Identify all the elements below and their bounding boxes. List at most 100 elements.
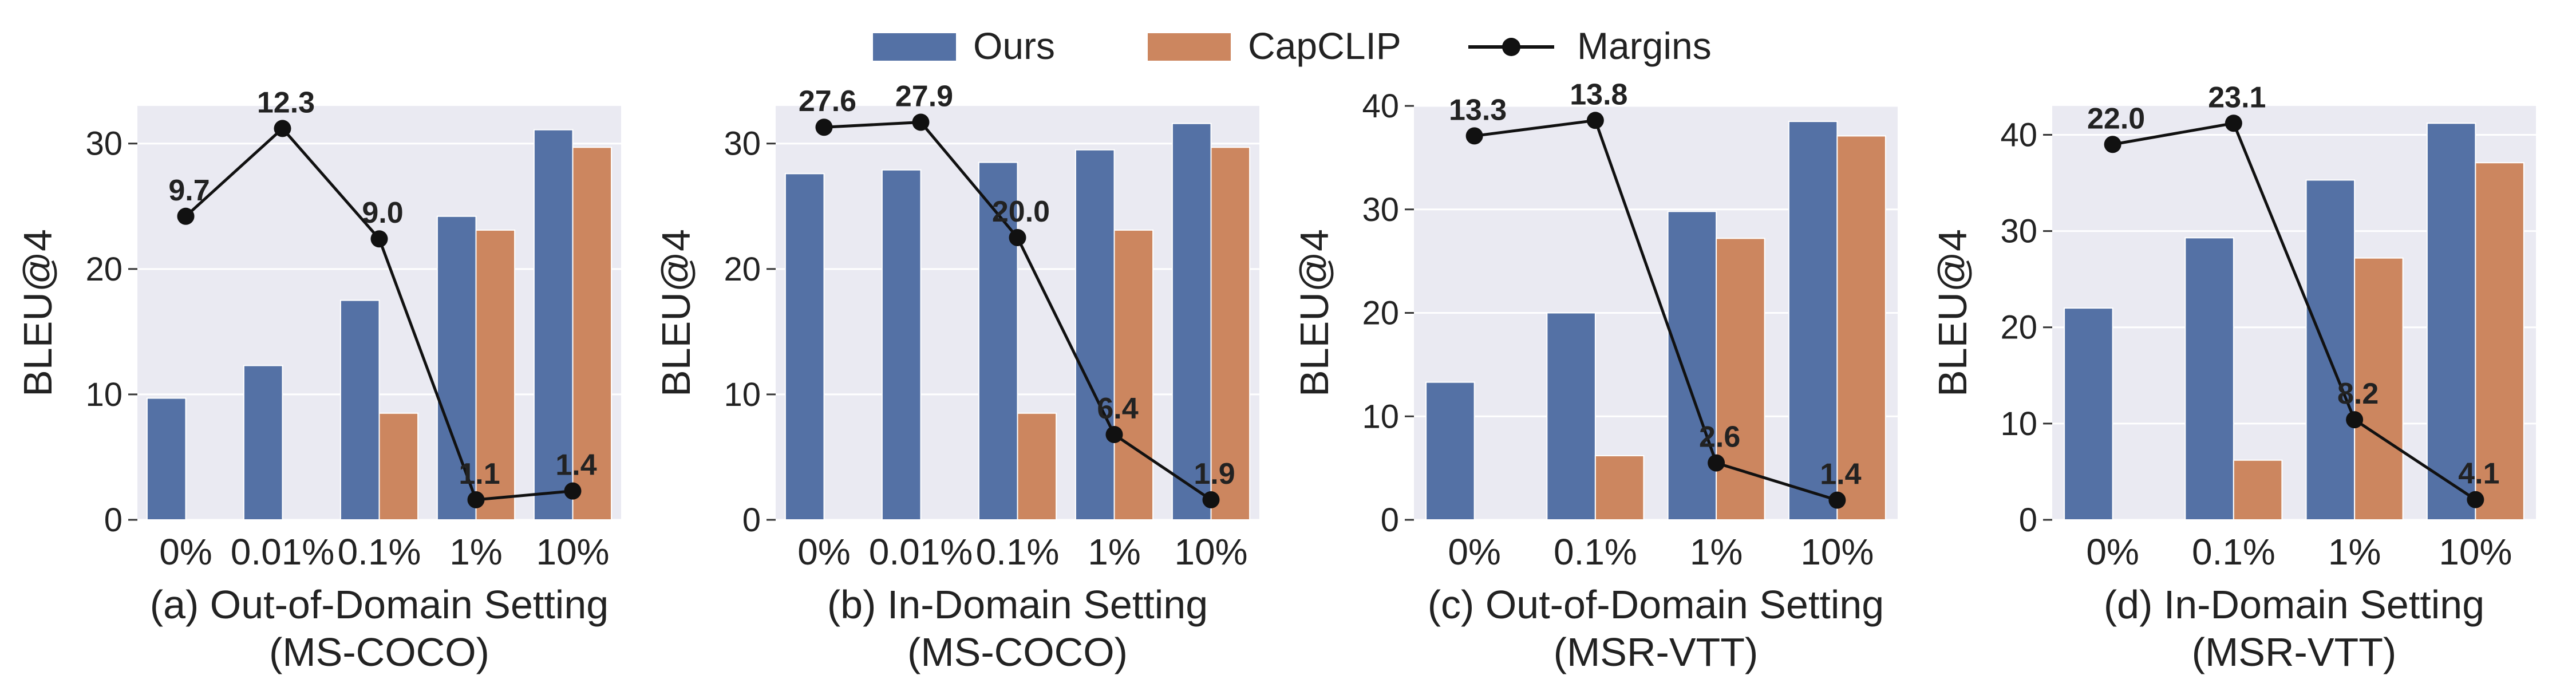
bar-capclip <box>1716 238 1765 520</box>
bar-ours <box>1788 121 1838 521</box>
bar-ours <box>1171 123 1212 520</box>
margins-data-label: 13.3 <box>1449 93 1507 127</box>
legend-item-ours: Ours <box>873 25 1055 67</box>
margins-data-label: 27.6 <box>799 85 856 118</box>
x-tick-label: 10% <box>1800 531 1874 572</box>
margins-point <box>274 120 291 137</box>
legend-label-capclip: CapCLIP <box>1248 25 1401 67</box>
bar-capclip <box>378 412 419 520</box>
margins-data-label: 1.9 <box>1194 457 1235 491</box>
y-tick-label: 10 <box>1362 398 1399 435</box>
margins-data-label: 1.1 <box>459 457 500 491</box>
y-tick-label: 30 <box>2000 213 2037 250</box>
margins-data-label: 23.1 <box>2208 81 2266 114</box>
margins-data-label: 9.0 <box>362 196 403 230</box>
bar-ours <box>2064 307 2113 520</box>
bar-ours <box>2426 123 2476 520</box>
margins-point <box>1465 127 1483 145</box>
chart-panel-a: 0 10 20 30 BLEU@4 0% 0.01% 0.1% 1% 10% 9.7 12.3 9.0 1… <box>15 86 621 674</box>
legend-item-capclip: CapCLIP <box>1148 25 1401 67</box>
y-tick-label: 10 <box>85 376 123 413</box>
bar-ours <box>146 397 187 520</box>
y-tick-label: 10 <box>2000 405 2037 443</box>
legend: Ours CapCLIP Margins <box>873 25 1712 67</box>
x-tick-label: 0.1% <box>1554 531 1637 572</box>
y-tick-label: 0 <box>2019 502 2037 539</box>
bar-capclip <box>1836 135 1886 521</box>
bar-ours <box>881 169 922 520</box>
bar-capclip <box>1210 147 1251 520</box>
bar-ours <box>339 299 380 520</box>
legend-marker-margins <box>1502 38 1520 56</box>
bar-capclip <box>2354 257 2404 520</box>
margins-data-label: 6.4 <box>1097 392 1138 425</box>
y-axis-label: BLEU@4 <box>15 229 60 397</box>
panel-caption: (b) In-Domain Setting <box>827 582 1208 627</box>
bar-ours <box>784 173 825 520</box>
margins-point <box>1586 112 1604 129</box>
margins-point <box>370 230 388 248</box>
margins-line <box>2112 121 2476 501</box>
margins-data-label: 20.0 <box>992 195 1050 228</box>
margins-point <box>912 113 930 131</box>
margins-data-label: 4.1 <box>2458 457 2499 491</box>
bar-ours <box>1074 149 1115 520</box>
bar-ours <box>1546 312 1596 520</box>
bar-ours <box>1667 211 1717 520</box>
margins-point <box>2346 411 2364 429</box>
bar-capclip <box>572 147 613 520</box>
margins-point <box>2104 136 2121 153</box>
bar-capclip <box>1113 229 1154 520</box>
panel-caption-dataset: (MS-COCO) <box>269 630 489 674</box>
y-tick-label: 20 <box>724 251 761 288</box>
y-tick-label: 0 <box>742 502 761 539</box>
chart-panel-d: 0 10 20 30 40 BLEU@4 0% 0.1% 1% 10% 22.0 23.1 8.2 4.1… <box>1930 81 2536 674</box>
y-tick-label: 20 <box>1362 295 1399 332</box>
x-tick-label: 1% <box>1690 531 1743 572</box>
y-tick-label: 40 <box>2000 116 2037 153</box>
bar-ours <box>1425 381 1475 520</box>
y-axis-label: BLEU@4 <box>654 229 698 397</box>
x-tick-label: 0% <box>1448 531 1501 572</box>
margins-data-label: 13.8 <box>1570 78 1627 111</box>
margins-point <box>2467 491 2484 508</box>
margins-data-label: 27.9 <box>895 80 953 113</box>
panel-caption-dataset: (MSR-VTT) <box>2192 630 2397 674</box>
y-tick-label: 0 <box>1381 502 1399 539</box>
margins-line <box>1474 119 1838 502</box>
bar-capclip <box>1594 455 1645 520</box>
legend-item-margins: Margins <box>1468 25 1712 67</box>
margins-point <box>467 491 485 508</box>
bar-ours <box>436 215 477 520</box>
x-tick-label: 10% <box>1174 531 1247 572</box>
x-tick-label: 0% <box>159 531 212 572</box>
margins-point <box>1828 491 1846 509</box>
bar-capclip <box>475 229 516 520</box>
margins-point <box>177 207 195 225</box>
bar-ours <box>243 365 283 520</box>
y-tick-label: 20 <box>2000 309 2037 346</box>
y-tick-label: 0 <box>104 502 123 539</box>
margins-data-label: 1.4 <box>1820 458 1861 491</box>
margins-data-label: 8.2 <box>2337 377 2379 410</box>
bar-ours <box>533 129 574 521</box>
panel-caption: (d) In-Domain Setting <box>2104 582 2484 627</box>
y-tick-label: 10 <box>724 376 761 413</box>
margins-point <box>1009 229 1026 247</box>
x-tick-label: 0.1% <box>976 531 1060 572</box>
margins-point <box>2225 114 2242 132</box>
x-tick-label: 0.01% <box>231 531 334 572</box>
margins-data-label: 9.7 <box>168 174 210 207</box>
bar-ours <box>2184 237 2234 520</box>
margins-data-label: 12.3 <box>257 86 315 119</box>
legend-label-margins: Margins <box>1577 25 1712 67</box>
margins-point <box>1708 454 1725 472</box>
y-tick-label: 30 <box>724 125 761 163</box>
x-tick-label: 0.1% <box>338 531 421 572</box>
margins-point <box>564 482 582 500</box>
bar-capclip <box>1017 412 1057 520</box>
chart-panel-b: 0 10 20 30 BLEU@4 0% 0.01% 0.1% 1% 10% 27.6 27.9 20.… <box>654 80 1259 674</box>
legend-swatch-ours <box>873 33 956 61</box>
